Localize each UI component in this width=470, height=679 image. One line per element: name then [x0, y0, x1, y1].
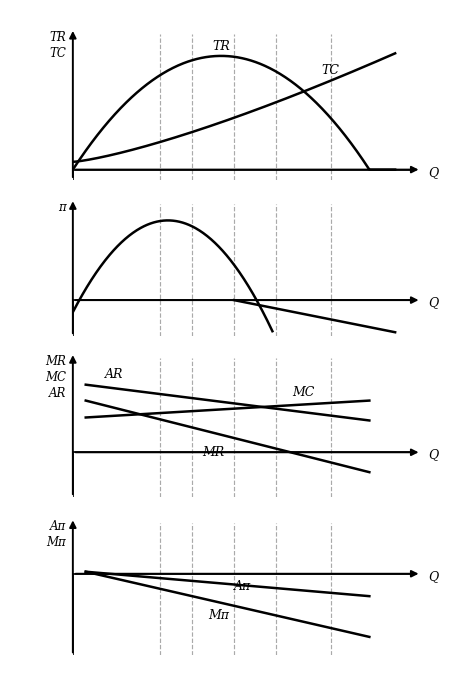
Text: MR
MC
AR: MR MC AR [45, 355, 66, 400]
Text: TR
TC: TR TC [49, 31, 66, 60]
Text: Q: Q [428, 449, 439, 462]
Text: Aπ
Mπ: Aπ Mπ [47, 520, 66, 549]
Text: TR: TR [212, 40, 230, 54]
Text: Q: Q [428, 570, 439, 583]
Text: Mπ: Mπ [208, 610, 229, 623]
Text: MR: MR [202, 446, 224, 459]
Text: TC: TC [321, 64, 339, 77]
Text: MC: MC [292, 386, 314, 399]
Text: Q: Q [428, 296, 439, 309]
Text: π: π [58, 201, 66, 214]
Text: Aπ: Aπ [234, 580, 251, 593]
Text: Q: Q [428, 166, 439, 179]
Text: AR: AR [105, 368, 124, 381]
